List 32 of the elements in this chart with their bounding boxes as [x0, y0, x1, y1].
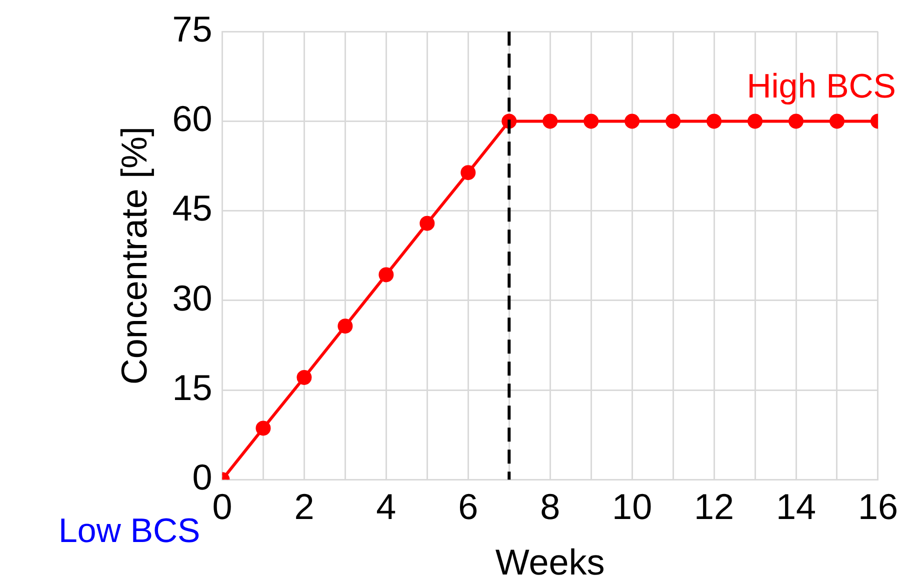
y-axis-title: Concentrate [%] [114, 126, 155, 385]
y-tick-label: 60 [172, 98, 212, 140]
point [829, 114, 844, 129]
x-tick-label: 12 [694, 486, 734, 528]
point [584, 114, 599, 129]
annotation: Low BCS [58, 512, 200, 550]
x-tick-label: 4 [376, 486, 396, 528]
x-tick-label: 16 [858, 486, 898, 528]
annotation: High BCS [746, 68, 896, 106]
y-tick-label: 30 [172, 277, 212, 318]
point [542, 114, 558, 129]
x-tick-label: 8 [540, 486, 560, 528]
point [788, 114, 804, 129]
x-tick-label: 10 [612, 486, 652, 528]
point [296, 370, 312, 385]
x-tick-label: 2 [294, 486, 314, 528]
x-tick-label: 14 [776, 486, 816, 528]
point [338, 318, 353, 334]
y-tick-label: 45 [172, 188, 212, 229]
point [420, 216, 435, 231]
point [624, 114, 640, 129]
y-tick-label: 15 [172, 366, 212, 408]
point [378, 267, 394, 282]
point [748, 114, 763, 129]
point [460, 165, 476, 180]
point [706, 114, 722, 129]
y-tick-label: 0 [192, 456, 212, 498]
y-tick-label: 75 [172, 8, 212, 50]
x-tick-label: 6 [458, 486, 478, 528]
point [256, 420, 271, 436]
x-axis-title: Weeks [495, 541, 605, 582]
point [666, 114, 681, 129]
